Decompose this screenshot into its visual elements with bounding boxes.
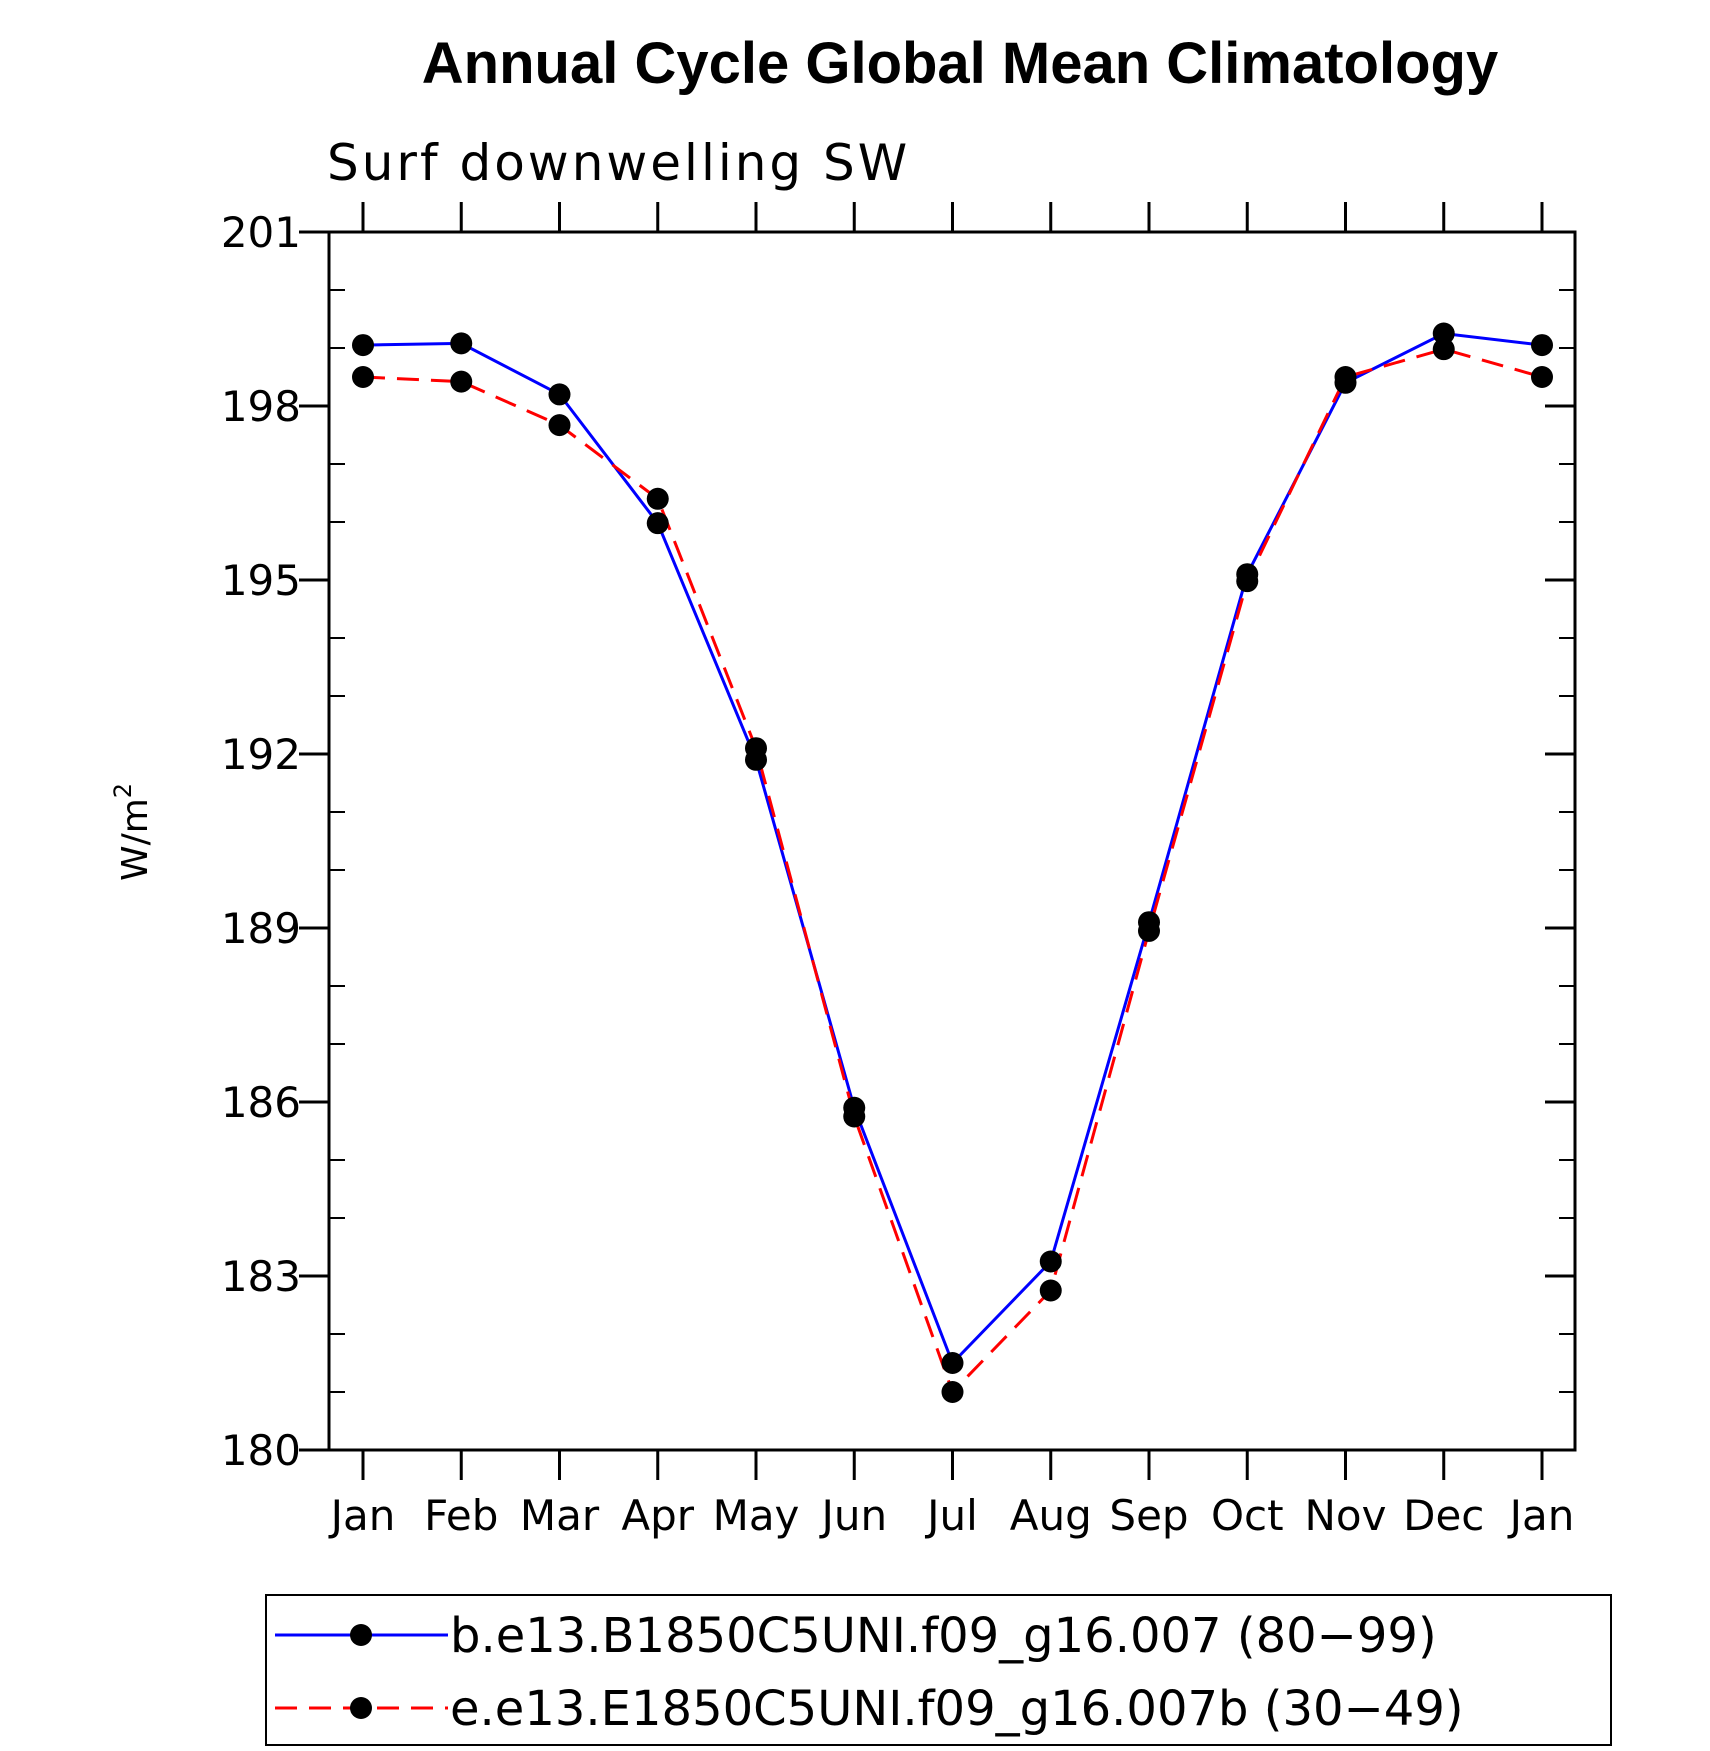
x-tick-label: Mar (520, 1491, 600, 1540)
series-1-point (450, 332, 473, 355)
plot-frame (327, 230, 1577, 1452)
x-tick-label: Apr (621, 1491, 694, 1540)
series-line-2 (362, 347, 1543, 1395)
series-layer (352, 322, 1553, 1403)
x-tick-label: Jun (818, 1491, 887, 1540)
series-2-point (843, 1105, 866, 1128)
x-tick-label: May (713, 1491, 800, 1540)
series-2-point (941, 1381, 964, 1403)
y-tick-label: 192 (221, 730, 301, 779)
x-tick-label: Aug (1010, 1491, 1092, 1540)
series-2-point (352, 366, 374, 388)
x-tick-label: Feb (424, 1491, 498, 1540)
legend: b.e13.B1850C5UNI.f09_g16.007 (80−99) e.e1… (265, 1594, 1612, 1746)
x-tick-label: Jul (924, 1491, 978, 1540)
y-tick-label: 198 (221, 382, 301, 431)
y-tick-label: 189 (221, 904, 301, 953)
y-axis-label-unit: W/m (115, 798, 156, 881)
legend-box (265, 1594, 1612, 1746)
series-2-point (1531, 366, 1553, 388)
y-tick-label: 186 (221, 1078, 301, 1127)
y-tick-label: 183 (221, 1252, 301, 1301)
series-2-point (1432, 338, 1455, 361)
series-1-point (646, 512, 669, 535)
series-2-point (1138, 919, 1160, 942)
x-tick-label: Nov (1305, 1491, 1387, 1540)
series-2-point (1236, 570, 1259, 593)
legend-label-1: b.e13.B1850C5UNI.f09_g16.007 (80−99) (450, 1608, 1437, 1664)
series-2-point (450, 370, 473, 393)
series-1-point (941, 1352, 964, 1374)
legend-marker-2 (350, 1697, 372, 1719)
legend-label-2: e.e13.E1850C5UNI.f09_g16.007b (30−49) (450, 1681, 1464, 1737)
x-tick-label: Jan (1507, 1491, 1575, 1540)
series-2-point (745, 737, 767, 760)
y-axis-label: W/m2 (109, 783, 156, 881)
series-1-point (548, 383, 571, 406)
series-2-point (548, 414, 571, 437)
series-line-1 (362, 331, 1543, 1366)
x-tick-label: Jan (328, 1491, 396, 1540)
x-tick-label: Sep (1109, 1491, 1188, 1540)
y-tick-label: 201 (221, 208, 301, 257)
series-1-point (1039, 1250, 1062, 1273)
axes: Jan Feb Mar Apr May Jun Jul Aug Sep Oct Nov Dec Jan 1… (221, 202, 1577, 1540)
chart-subtitle: Surf downwelling SW (327, 134, 910, 192)
series-2-point (1334, 366, 1357, 388)
series-1-point (1531, 334, 1553, 357)
series-2-point (646, 487, 669, 510)
y-axis-label-superscript: 2 (109, 783, 137, 798)
series-2-point (1039, 1279, 1062, 1302)
y-tick-label: 180 (221, 1426, 301, 1475)
legend-marker-1 (350, 1624, 372, 1646)
series-1-point (1432, 322, 1455, 345)
chart-title: Annual Cycle Global Mean Climatology (422, 31, 1498, 96)
series-1-point (352, 334, 374, 357)
x-tick-label: Oct (1211, 1491, 1284, 1540)
y-tick-label: 195 (221, 556, 301, 605)
x-tick-label: Dec (1403, 1491, 1484, 1540)
